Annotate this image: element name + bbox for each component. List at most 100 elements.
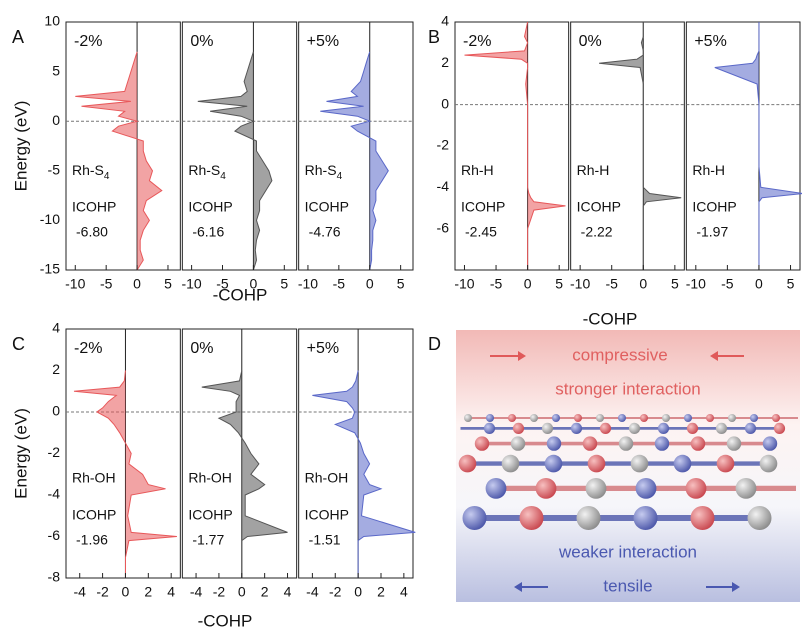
x-tick-label: 0 <box>250 276 258 292</box>
lattice <box>458 414 798 530</box>
atom <box>576 506 601 530</box>
subplot-frame <box>454 21 570 271</box>
atom <box>464 414 472 422</box>
atom <box>690 436 706 451</box>
atom <box>762 436 778 451</box>
x-tick-label: -5 <box>605 276 618 292</box>
panel-label: D <box>428 334 441 354</box>
panel-label: C <box>12 334 25 354</box>
atom <box>747 506 772 530</box>
y-tick-label: 0 <box>52 403 60 419</box>
y-tick-label: 0 <box>441 95 449 111</box>
bond-name: Rh-H <box>692 162 725 178</box>
panel-label: B <box>428 27 440 47</box>
subplot-frame <box>65 21 181 271</box>
bond-label: Rh-H <box>692 162 725 178</box>
bond-name: Rh-OH <box>188 469 232 485</box>
icohp-value: -1.96 <box>76 531 108 547</box>
strain-label: 0% <box>190 33 213 50</box>
x-tick-label: 0 <box>639 276 647 292</box>
bond-subscript: 4 <box>337 170 343 181</box>
x-tick-label: -2 <box>96 584 109 600</box>
cohp-curve <box>312 370 416 578</box>
bond-name: Rh-OH <box>72 469 116 485</box>
atom <box>596 414 604 422</box>
arrow-head <box>514 582 522 592</box>
x-tick-label: -10 <box>298 276 318 292</box>
icohp-value: -2.45 <box>465 224 497 240</box>
strain-label: +5% <box>307 33 339 50</box>
cohp-curve <box>320 51 389 271</box>
y-tick-label: 0 <box>52 112 60 128</box>
icohp-title: ICOHP <box>72 199 116 215</box>
bond-name: Rh-H <box>577 162 610 178</box>
icohp-value: -6.80 <box>76 224 108 240</box>
bond-label: Rh-S4 <box>305 162 343 182</box>
y-tick-label: -15 <box>40 261 60 277</box>
x-tick-label: 4 <box>167 584 175 600</box>
x-tick-label: -5 <box>721 276 734 292</box>
subplot-frame <box>181 328 298 579</box>
atom <box>744 422 757 434</box>
cohp-curve <box>599 22 682 270</box>
x-axis-label: -COHP <box>198 611 253 630</box>
x-tick-label: -2 <box>213 584 226 600</box>
bond-label: Rh-H <box>461 162 494 178</box>
strain-label: -2% <box>74 340 102 357</box>
atom <box>544 454 563 473</box>
atom <box>640 414 648 422</box>
atom <box>582 436 598 451</box>
strain-label: +5% <box>694 33 726 50</box>
atom <box>535 478 557 499</box>
atom <box>684 414 692 422</box>
icohp-value: -4.76 <box>309 224 341 240</box>
icohp-title: ICOHP <box>692 199 736 215</box>
x-tick-label: -10 <box>686 276 706 292</box>
atom <box>662 414 670 422</box>
bond-label: Rh-S4 <box>188 162 226 182</box>
y-tick-label: -4 <box>437 178 450 194</box>
bond-subscript: 4 <box>220 170 226 181</box>
atom <box>462 506 487 530</box>
y-tick-label: -6 <box>48 527 61 543</box>
x-tick-label: -5 <box>216 276 229 292</box>
y-tick-label: -5 <box>48 162 61 178</box>
icohp-value: -6.16 <box>192 224 224 240</box>
atom <box>546 436 562 451</box>
x-axis-label: -COHP <box>583 309 638 328</box>
cohp-curve <box>197 51 273 271</box>
x-tick-label: 5 <box>787 276 795 292</box>
cohp-curve <box>714 22 802 270</box>
x-tick-label: -4 <box>306 584 319 600</box>
icohp-title: ICOHP <box>577 199 621 215</box>
icohp-value: -1.51 <box>309 531 341 547</box>
atom <box>510 436 526 451</box>
arrow-head <box>518 351 526 361</box>
cohp-curve <box>75 51 163 271</box>
bond-name: Rh-S <box>72 162 104 178</box>
x-tick-label: 0 <box>238 584 246 600</box>
x-tick-label: -5 <box>490 276 503 292</box>
icohp-value: -2.22 <box>581 224 613 240</box>
icohp-title: ICOHP <box>72 506 116 522</box>
bond-label: Rh-OH <box>188 469 232 485</box>
atom <box>501 454 520 473</box>
atom <box>706 414 714 422</box>
y-tick-label: 10 <box>44 13 60 29</box>
subplot-frame <box>298 328 414 579</box>
weaker-label: weaker interaction <box>558 542 697 561</box>
x-tick-label: 4 <box>284 584 292 600</box>
atom <box>574 414 582 422</box>
atom <box>552 414 560 422</box>
bond-label: Rh-H <box>577 162 610 178</box>
atom <box>772 414 780 422</box>
atom <box>690 506 715 530</box>
atom <box>618 436 634 451</box>
y-tick-label: -2 <box>437 137 450 153</box>
atom <box>686 422 699 434</box>
x-tick-label: -5 <box>333 276 346 292</box>
x-tick-label: 5 <box>280 276 288 292</box>
icohp-value: -1.97 <box>696 224 728 240</box>
x-tick-label: 0 <box>122 584 130 600</box>
